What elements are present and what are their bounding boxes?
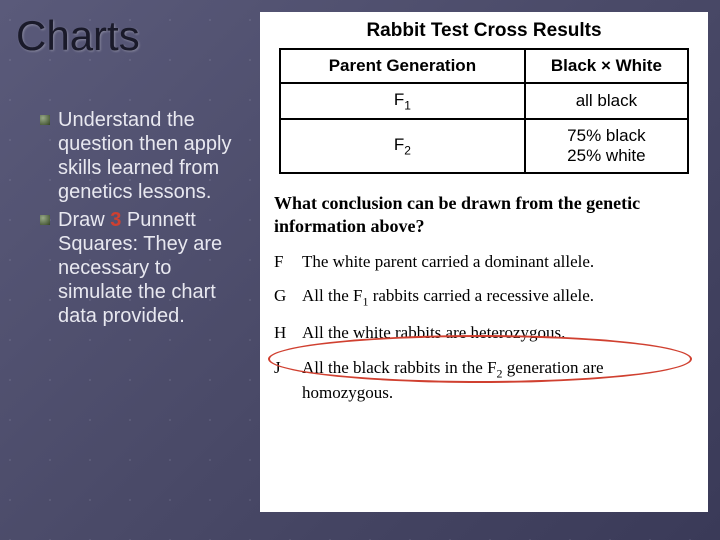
answer-F: F The white parent carried a dominant al… [274, 251, 694, 273]
bullet-text-2: Draw 3 Punnett Squares: They are necessa… [58, 208, 240, 328]
table-header-left: Parent Generation [280, 49, 525, 83]
right-content: Rabbit Test Cross Results Parent Generat… [260, 12, 708, 512]
square-bullet-icon [40, 215, 50, 225]
res2-line1: 75% black [567, 126, 645, 145]
answer-letter-H: H [274, 322, 302, 344]
page-title: Charts [16, 12, 140, 60]
bullet-item-2: Draw 3 Punnett Squares: They are necessa… [40, 208, 240, 328]
res2-line2: 25% white [567, 146, 645, 165]
left-content: Understand the question then apply skill… [40, 108, 240, 332]
f-label: F [394, 135, 404, 154]
table-row1-gen: F1 [280, 83, 525, 119]
table-row2-res: 75% black25% white [525, 119, 688, 173]
answer-text-G: All the F1 rabbits carried a recessive a… [302, 285, 694, 310]
table-header-right: Black × White [525, 49, 688, 83]
answer-letter-J: J [274, 357, 302, 379]
answer-letter-G: G [274, 285, 302, 307]
table-row1-res: all black [525, 83, 688, 119]
answer-text-J: All the black rabbits in the F2 generati… [302, 357, 694, 404]
answer-G: G All the F1 rabbits carried a recessive… [274, 285, 694, 310]
square-bullet-icon [40, 115, 50, 125]
answer-letter-F: F [274, 251, 302, 273]
bullet-item-1: Understand the question then apply skill… [40, 108, 240, 204]
bullet-text-1: Understand the question then apply skill… [58, 108, 240, 204]
g-pre: All the F [302, 286, 362, 305]
table-row2-gen: F2 [280, 119, 525, 173]
answer-text-H: All the white rabbits are heterozygous. [302, 322, 694, 344]
answer-J: J All the black rabbits in the F2 genera… [274, 357, 694, 404]
g-post: rabbits carried a recessive allele. [368, 286, 594, 305]
bullet2-highlight-num: 3 [110, 209, 121, 231]
answer-H: H All the white rabbits are heterozygous… [274, 322, 694, 344]
f-label: F [394, 90, 404, 109]
f-sub: 2 [404, 144, 411, 158]
question-text: What conclusion can be drawn from the ge… [260, 174, 708, 247]
j-pre: All the black rabbits in the F [302, 358, 497, 377]
answer-text-F: The white parent carried a dominant alle… [302, 251, 694, 273]
answers-list: F The white parent carried a dominant al… [260, 247, 708, 403]
f-sub: 1 [404, 98, 411, 112]
results-table: Parent Generation Black × White F1 all b… [279, 48, 689, 174]
table-title: Rabbit Test Cross Results [260, 12, 708, 48]
bullet2-pre: Draw [58, 209, 110, 231]
